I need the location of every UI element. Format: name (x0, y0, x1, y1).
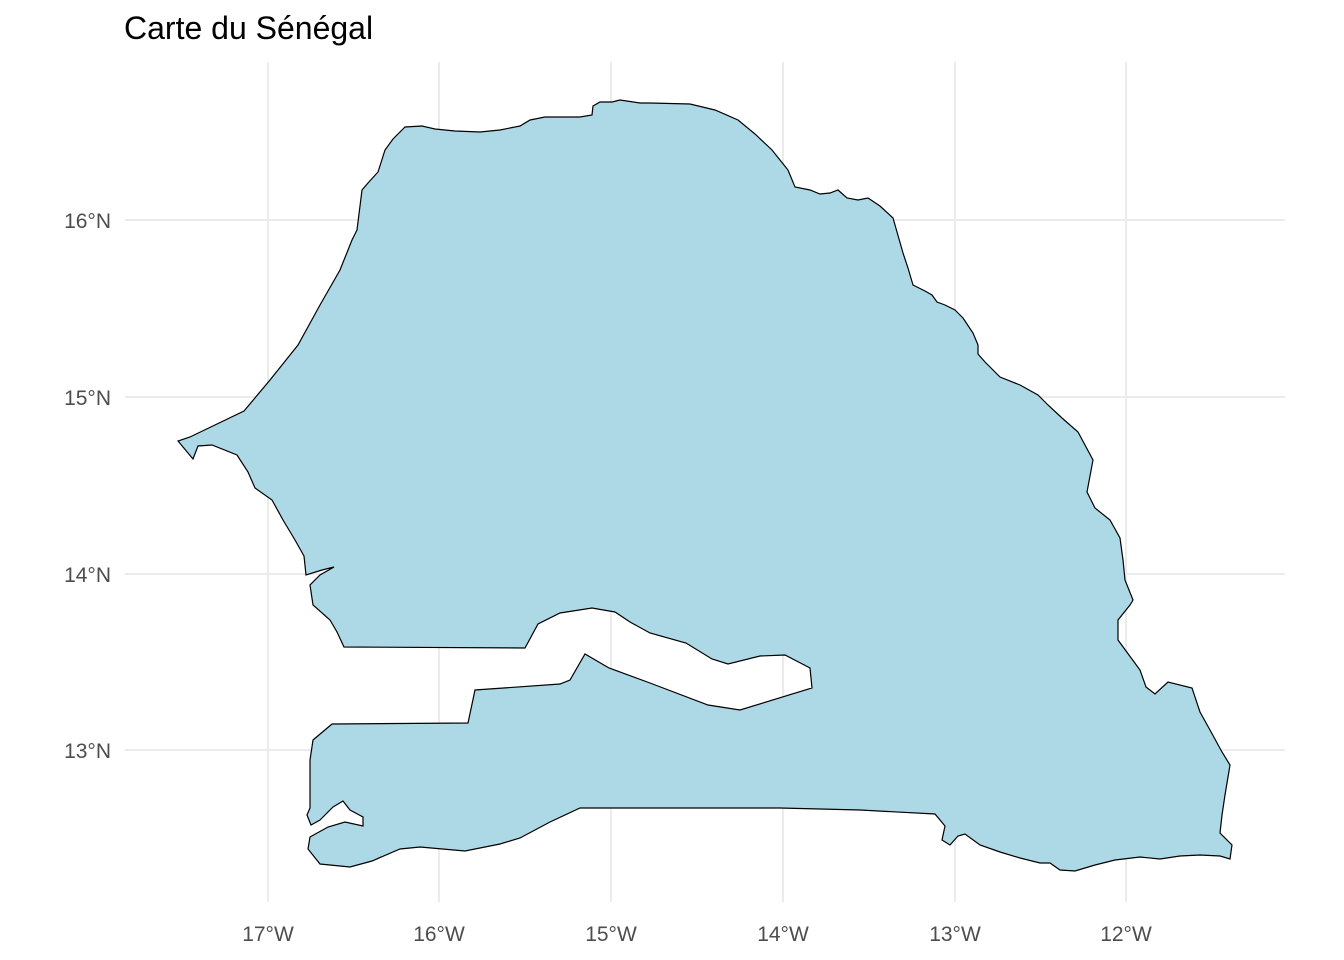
y-tick-label: 14°N (64, 564, 111, 587)
y-tick-label: 16°N (64, 210, 111, 233)
y-tick-label: 13°N (64, 740, 111, 763)
x-tick-label: 16°W (413, 923, 465, 946)
x-tick-label: 17°W (242, 923, 294, 946)
x-tick-label: 13°W (929, 923, 981, 946)
senegal-region (176, 99, 1233, 872)
x-tick-label: 15°W (585, 923, 637, 946)
y-tick-label: 15°N (64, 387, 111, 410)
map-title: Carte du Sénégal (124, 10, 374, 46)
y-axis-labels: 16°N 15°N 14°N 13°N (64, 210, 111, 763)
x-axis-labels: 17°W 16°W 15°W 14°W 13°W 12°W (242, 923, 1152, 946)
x-tick-label: 12°W (1100, 923, 1152, 946)
x-tick-label: 14°W (757, 923, 809, 946)
